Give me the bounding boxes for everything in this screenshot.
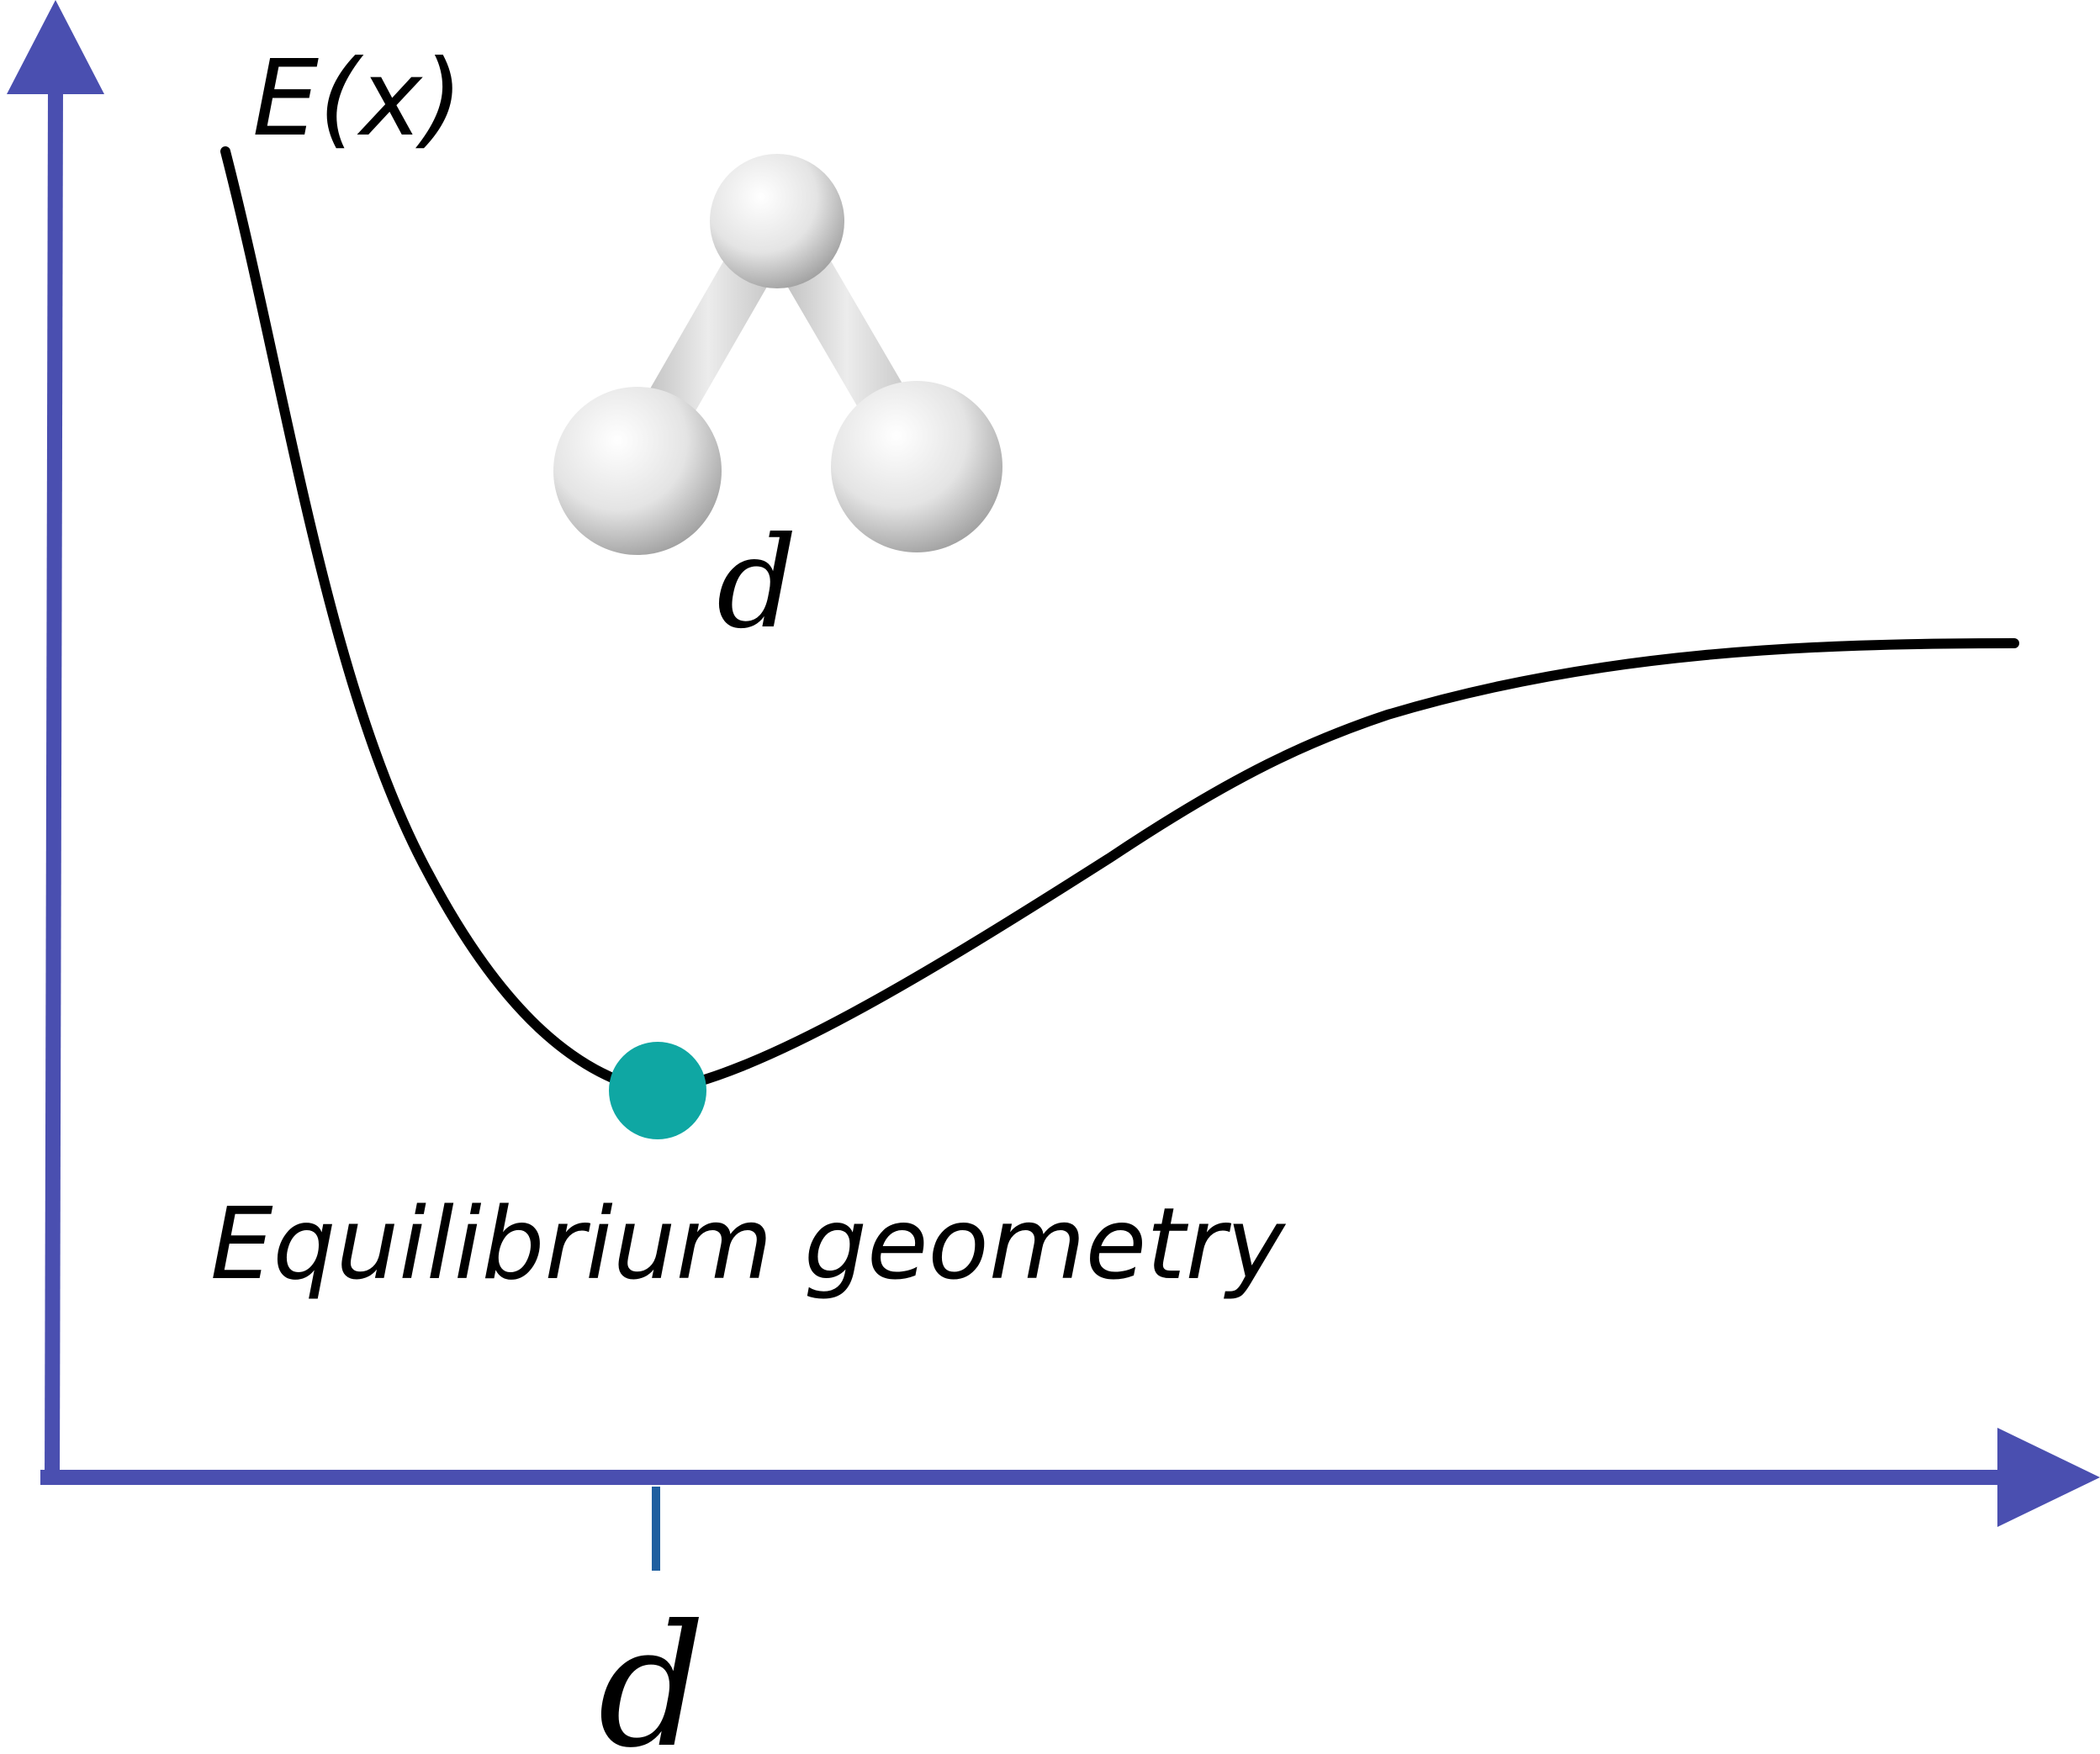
molecule-atom-top	[710, 154, 844, 288]
y-axis-line	[45, 83, 63, 1481]
molecule-atom-right	[831, 381, 1002, 552]
y-axis-arrowhead	[7, 0, 104, 94]
x-axis-tick-label: d	[598, 1589, 706, 1754]
triatomic-molecule-icon	[553, 154, 1002, 555]
x-axis	[40, 1428, 2100, 1527]
energy-curve	[220, 146, 2019, 1097]
molecule-bond-label: d	[717, 510, 797, 657]
equilibrium-annotation: Equilibrium geometry	[210, 1186, 1287, 1302]
y-axis	[7, 0, 104, 1481]
equilibrium-point	[609, 1042, 706, 1139]
x-axis-arrowhead	[1997, 1428, 2100, 1527]
molecule-atom-left	[553, 387, 722, 555]
y-axis-label: E(x)	[252, 38, 463, 160]
